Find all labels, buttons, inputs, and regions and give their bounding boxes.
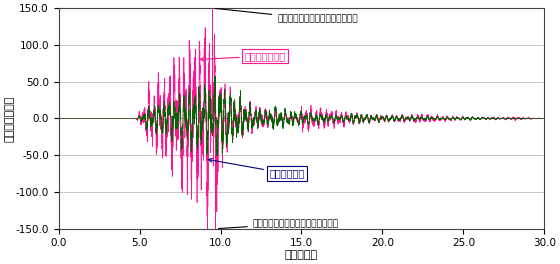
Text: 揺れの最大ポイント（プラス側）: 揺れの最大ポイント（プラス側） bbox=[215, 8, 358, 24]
Text: 制震装置未装着: 制震装置未装着 bbox=[200, 51, 286, 61]
Text: 制震装置装着: 制震装置装着 bbox=[208, 158, 305, 178]
Y-axis label: 層間変位（㎟）: 層間変位（㎟） bbox=[4, 95, 14, 142]
X-axis label: 時間（秒）: 時間（秒） bbox=[285, 250, 318, 260]
Text: 揺れの最大ポイント（マイナス側）: 揺れの最大ポイント（マイナス側） bbox=[218, 219, 339, 229]
